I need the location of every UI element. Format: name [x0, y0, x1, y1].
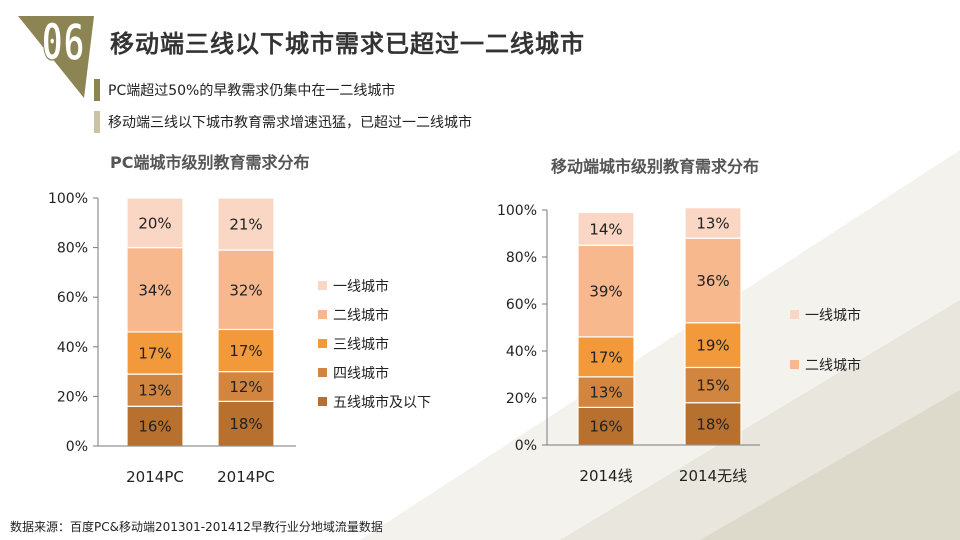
x-category-label: 2014PC	[217, 468, 275, 486]
y-tick-label: 100%	[48, 191, 88, 207]
bullet-pc-text: PC端超过50%的早教需求仍集中在一二线城市	[108, 83, 396, 99]
y-tick-label: 0%	[66, 439, 88, 455]
bullet-mobile: 移动端三线以下城市教育需求增速迅猛，已超过一二线城市	[94, 111, 472, 133]
bar-segment	[217, 371, 275, 402]
bullet-pc: PC端超过50%的早教需求仍集中在一二线城市	[94, 79, 395, 101]
bar-segment	[217, 249, 275, 331]
y-tick-label: 20%	[57, 389, 88, 405]
legend-swatch	[318, 397, 327, 406]
bullet-mobile-text: 移动端三线以下城市教育需求增速迅猛，已超过一二线城市	[108, 115, 472, 131]
legend-label: 三线城市	[333, 336, 389, 353]
data-label: 13%	[138, 382, 171, 400]
legend-swatch	[790, 360, 799, 369]
bar-segment	[684, 322, 742, 369]
bar-segment	[126, 197, 184, 249]
data-label: 12%	[229, 378, 262, 396]
data-label: 18%	[696, 415, 729, 433]
pc-demand-chart: 0% 20% 40% 60% 80% 100% 16% 13% 17% 34% 20% 2014PC 1…	[48, 191, 431, 486]
mobile-demand-chart: 0% 20% 40% 60% 80% 100% 16% 13% 17% 39% 14% 2014线 18…	[497, 203, 861, 485]
data-label: 18%	[229, 415, 262, 433]
y-tick-label: 0%	[515, 438, 537, 454]
legend-label: 四线城市	[333, 365, 389, 382]
legend-label: 二线城市	[805, 357, 861, 374]
y-tick-label: 80%	[506, 250, 537, 266]
bar-segment	[684, 402, 742, 446]
data-label: 17%	[138, 345, 171, 363]
legend-swatch	[318, 310, 327, 319]
legend-swatch	[318, 339, 327, 348]
bar-segment	[217, 328, 275, 373]
data-label: 16%	[589, 418, 622, 436]
data-label: 20%	[138, 214, 171, 232]
legend-swatch	[318, 281, 327, 290]
y-tick-label: 100%	[497, 203, 537, 219]
bullet-pc-marker	[94, 79, 100, 101]
bar-segment	[577, 211, 635, 246]
bullet-mobile-marker	[94, 111, 100, 133]
bar-segment	[577, 376, 635, 409]
data-label: 39%	[589, 283, 622, 301]
y-tick-label: 80%	[57, 241, 88, 257]
data-label: 21%	[229, 216, 262, 234]
legend-label: 五线城市及以下	[333, 394, 431, 411]
data-label: 19%	[696, 337, 729, 355]
data-label: 17%	[589, 348, 622, 366]
slide-number-badge: 06	[18, 14, 94, 98]
y-tick-label: 20%	[506, 391, 537, 407]
x-category-label: 2014无线	[679, 467, 747, 485]
bar-segment	[577, 406, 635, 446]
mobile-chart-title: 移动端城市级别教育需求分布	[551, 157, 760, 176]
data-label: 15%	[696, 377, 729, 395]
data-label: 34%	[138, 281, 171, 299]
data-label: 13%	[589, 384, 622, 402]
bar-segment	[684, 207, 742, 239]
y-tick-label: 60%	[57, 290, 88, 306]
legend-label: 一线城市	[805, 307, 861, 324]
bar-segment	[126, 373, 184, 407]
legend-label: 二线城市	[333, 307, 389, 324]
pc-chart-title: PC端城市级别教育需求分布	[110, 153, 310, 172]
bar-segment	[577, 336, 635, 378]
y-tick-label: 40%	[57, 340, 88, 356]
legend-label: 一线城市	[333, 278, 389, 295]
y-tick-label: 60%	[506, 297, 537, 313]
slide-title: 移动端三线以下城市需求已超过一二线城市	[110, 30, 585, 58]
bar-segment	[126, 246, 184, 333]
data-label: 32%	[229, 281, 262, 299]
data-label: 14%	[589, 220, 622, 238]
legend-swatch	[318, 368, 327, 377]
data-label: 13%	[696, 214, 729, 232]
data-label: 36%	[696, 272, 729, 290]
data-label: 16%	[138, 418, 171, 436]
x-category-label: 2014线	[579, 467, 632, 485]
slide-number: 06	[41, 15, 84, 72]
x-category-label: 2014PC	[126, 468, 184, 486]
legend-swatch	[790, 310, 799, 319]
data-source: 数据来源：百度PC&移动端201301-201412早教行业分地域流量数据	[10, 520, 383, 534]
data-label: 17%	[229, 342, 262, 360]
badge-triangle	[18, 16, 94, 98]
background-dark-band	[700, 390, 960, 540]
y-tick-label: 40%	[506, 344, 537, 360]
bar-segment	[577, 244, 635, 338]
bar-segment	[217, 197, 275, 251]
